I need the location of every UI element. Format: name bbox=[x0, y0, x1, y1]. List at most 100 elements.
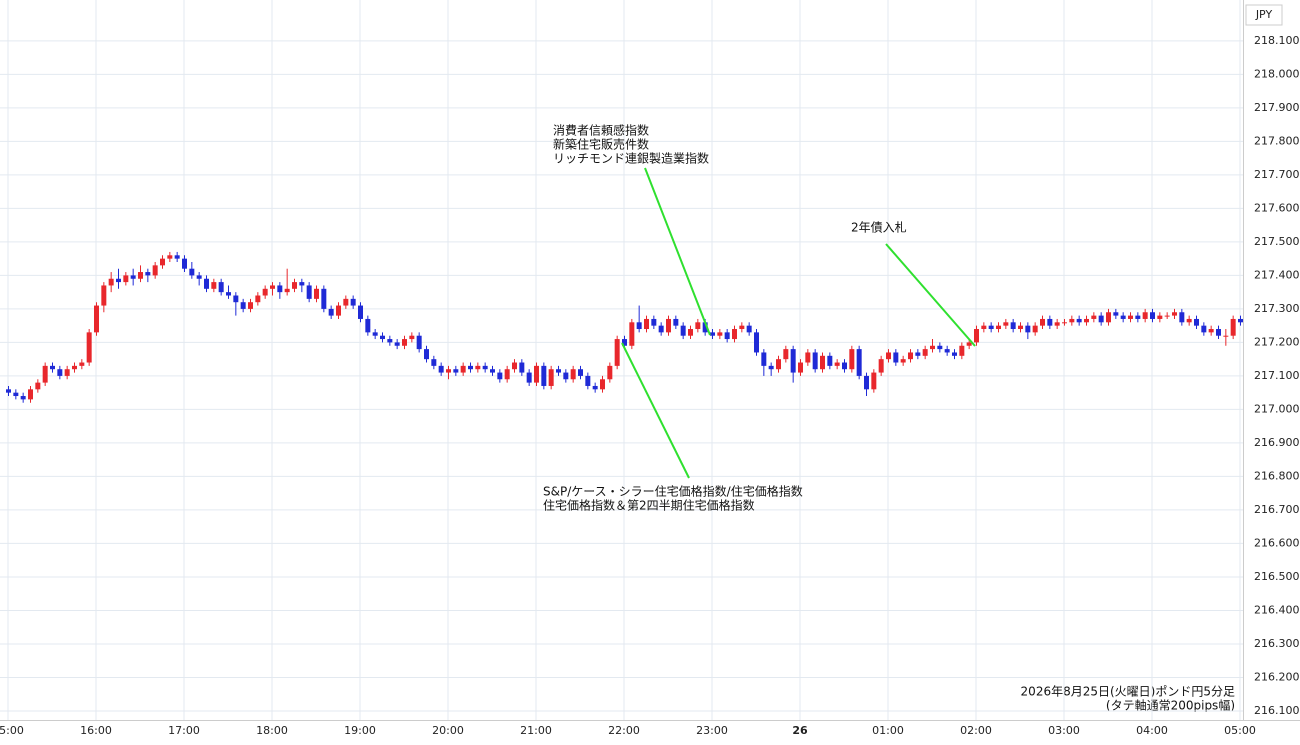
annotation-text: 消費者信頼感指数 bbox=[553, 123, 649, 138]
candle-body bbox=[1113, 312, 1119, 316]
y-tick-label: 216.700 bbox=[1254, 503, 1300, 516]
candle-body bbox=[1003, 322, 1009, 326]
annotation-text: 2年債入札 bbox=[851, 220, 907, 235]
candle-body bbox=[666, 318, 671, 333]
candle-body bbox=[827, 355, 833, 366]
candle-body bbox=[28, 389, 33, 400]
candle-body bbox=[424, 349, 429, 360]
candle-body bbox=[138, 272, 143, 279]
y-tick-label: 218.000 bbox=[1254, 67, 1300, 80]
x-tick-label: 01:00 bbox=[872, 724, 904, 737]
candle-body bbox=[754, 332, 759, 353]
candle-body bbox=[50, 365, 55, 370]
candle-body bbox=[1025, 325, 1031, 333]
y-tick-label: 216.300 bbox=[1254, 637, 1300, 650]
candle-body bbox=[174, 255, 180, 259]
y-tick-label: 218.100 bbox=[1254, 34, 1300, 47]
candle-body bbox=[1230, 318, 1236, 336]
candle-body bbox=[710, 332, 715, 336]
candle-body bbox=[732, 329, 737, 340]
candle-body bbox=[431, 359, 437, 366]
candle-body bbox=[1194, 318, 1199, 326]
candle-body bbox=[812, 352, 818, 370]
candle-body bbox=[86, 332, 92, 363]
candle-body bbox=[1120, 315, 1126, 319]
x-tick-label: 05:00 bbox=[1224, 724, 1256, 737]
candle-body bbox=[849, 349, 855, 370]
footnote: 2026年8月25日(火曜日)ポンド円5分足 bbox=[1021, 685, 1235, 699]
candle-body bbox=[512, 362, 517, 370]
candle-body bbox=[402, 339, 407, 346]
candle-body bbox=[651, 318, 657, 326]
candle-body bbox=[871, 372, 877, 390]
candle-body bbox=[453, 369, 459, 373]
candle-body bbox=[211, 282, 217, 289]
candle-body bbox=[1208, 329, 1214, 333]
candle-body bbox=[438, 365, 444, 373]
candle-body bbox=[218, 282, 224, 293]
candle-body bbox=[299, 282, 305, 286]
candle-body bbox=[1047, 318, 1053, 326]
candle-body bbox=[1062, 322, 1067, 324]
candle-body bbox=[167, 255, 173, 259]
candle-body bbox=[277, 285, 283, 293]
candle-body bbox=[959, 345, 965, 356]
candle-body bbox=[878, 359, 884, 373]
candle-body bbox=[922, 349, 928, 356]
candle-body bbox=[1069, 318, 1075, 323]
candle-body bbox=[1040, 318, 1045, 326]
candle-body bbox=[292, 282, 297, 289]
candle-body bbox=[1164, 315, 1170, 317]
candle-body bbox=[64, 369, 70, 376]
y-tick-label: 217.700 bbox=[1254, 168, 1300, 181]
footnote: (タテ軸通常200pips幅) bbox=[1106, 698, 1235, 713]
candle-body bbox=[328, 308, 334, 316]
candle-body bbox=[930, 345, 935, 350]
y-tick-label: 217.300 bbox=[1254, 302, 1300, 315]
candle-body bbox=[42, 365, 48, 383]
candle-body bbox=[534, 365, 539, 383]
candle-body bbox=[460, 365, 466, 373]
candle-body bbox=[636, 322, 642, 330]
candle-body bbox=[204, 278, 209, 289]
candle-body bbox=[182, 258, 187, 269]
candle-body bbox=[380, 335, 385, 340]
y-tick-label: 217.200 bbox=[1254, 335, 1300, 348]
candle-body bbox=[1106, 312, 1111, 323]
candle-body bbox=[746, 325, 752, 333]
candle-body bbox=[937, 345, 943, 350]
candle-body bbox=[1054, 322, 1060, 326]
candle-body bbox=[805, 352, 811, 363]
candle-body bbox=[116, 278, 121, 283]
candle-body bbox=[768, 365, 774, 370]
candle-body bbox=[585, 375, 591, 386]
candle-body bbox=[519, 362, 525, 373]
candle-body bbox=[944, 349, 950, 353]
candle-body bbox=[130, 275, 136, 279]
candle-body bbox=[1238, 318, 1243, 323]
candle-body bbox=[1201, 325, 1207, 333]
candle-body bbox=[1018, 325, 1023, 330]
candle-body bbox=[270, 285, 275, 289]
candle-body bbox=[101, 285, 107, 306]
candle-body bbox=[893, 352, 899, 363]
annotation-text: 新築住宅販売件数 bbox=[553, 137, 649, 152]
candle-body bbox=[13, 392, 19, 397]
x-tick-label: 17:00 bbox=[168, 724, 200, 737]
y-tick-label: 217.500 bbox=[1254, 235, 1300, 248]
candle-body bbox=[490, 369, 495, 373]
candle-body bbox=[658, 325, 664, 333]
candle-body bbox=[321, 288, 327, 309]
candle-body bbox=[702, 322, 708, 333]
candle-body bbox=[6, 389, 11, 393]
candle-body bbox=[556, 369, 561, 373]
candle-body bbox=[1032, 325, 1038, 333]
candle-body bbox=[1157, 315, 1163, 319]
candle-body bbox=[974, 329, 979, 343]
candle-body bbox=[387, 339, 393, 343]
candle-body bbox=[996, 325, 1001, 330]
annotation-text: リッチモンド連銀製造業指数 bbox=[553, 151, 709, 166]
candle-body bbox=[365, 318, 371, 333]
candle-body bbox=[35, 382, 41, 390]
x-tick-label: 02:00 bbox=[960, 724, 992, 737]
